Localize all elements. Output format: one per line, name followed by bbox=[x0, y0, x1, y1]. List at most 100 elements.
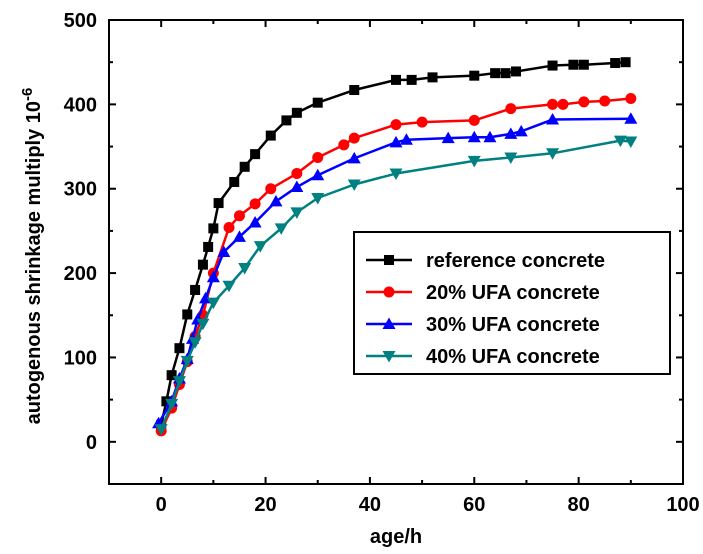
data-point bbox=[249, 198, 261, 210]
data-point bbox=[610, 58, 621, 69]
data-point bbox=[389, 135, 403, 148]
legend: reference concrete 20% UFA concrete 30% UF… bbox=[353, 231, 671, 375]
y-axis-title: autogenous shrinkage multiply 10-6 bbox=[19, 88, 45, 425]
data-point bbox=[599, 95, 611, 107]
legend-marker bbox=[384, 255, 394, 265]
data-point bbox=[557, 98, 569, 110]
data-point bbox=[208, 223, 219, 234]
data-point bbox=[161, 396, 172, 407]
data-point bbox=[206, 270, 220, 283]
data-point bbox=[546, 148, 560, 160]
data-point bbox=[222, 280, 236, 293]
x-tick-label: 60 bbox=[463, 494, 485, 516]
data-point bbox=[546, 113, 560, 125]
data-point bbox=[265, 183, 277, 195]
data-point bbox=[390, 119, 402, 131]
data-point bbox=[625, 92, 637, 104]
legend-item: 20% UFA concrete bbox=[366, 282, 600, 304]
data-point bbox=[312, 97, 323, 108]
data-point bbox=[265, 130, 276, 141]
data-point bbox=[223, 222, 235, 234]
y-axis-title-superscript: -6 bbox=[19, 88, 36, 101]
data-point bbox=[578, 96, 590, 108]
legend-label: 40% UFA concrete bbox=[426, 346, 600, 368]
data-point bbox=[166, 370, 177, 381]
data-point bbox=[238, 263, 252, 275]
data-point bbox=[416, 116, 428, 128]
data-point bbox=[504, 127, 518, 139]
data-point bbox=[500, 68, 511, 79]
legend-label: 20% UFA concrete bbox=[426, 282, 600, 304]
data-point bbox=[311, 168, 325, 181]
data-point bbox=[154, 424, 168, 436]
data-point bbox=[620, 57, 631, 68]
y-axis-title-text: autogenous shrinkage multiply 10 bbox=[23, 101, 45, 424]
data-point bbox=[348, 132, 360, 144]
data-point bbox=[188, 337, 202, 349]
data-point bbox=[391, 74, 401, 85]
data-point bbox=[203, 241, 214, 252]
data-point bbox=[239, 161, 250, 172]
data-point bbox=[389, 168, 403, 181]
x-tick-label: 0 bbox=[156, 494, 167, 516]
data-point bbox=[468, 114, 480, 126]
y-tick-label: 300 bbox=[64, 179, 97, 201]
data-point bbox=[174, 343, 185, 354]
data-point bbox=[165, 398, 179, 411]
data-point bbox=[467, 155, 481, 168]
data-point bbox=[291, 107, 302, 118]
data-point bbox=[182, 309, 193, 320]
y-axis: 0 100 200 300 400 500 bbox=[64, 10, 683, 485]
data-point bbox=[347, 179, 361, 192]
legend-marker bbox=[383, 286, 395, 298]
data-point bbox=[613, 135, 627, 148]
data-point bbox=[253, 241, 267, 253]
data-point bbox=[232, 230, 246, 242]
data-point bbox=[624, 136, 638, 148]
data-point bbox=[180, 355, 194, 368]
data-point bbox=[504, 152, 518, 165]
data-point bbox=[290, 207, 304, 219]
y-tick-label: 500 bbox=[64, 10, 97, 32]
data-point bbox=[568, 59, 579, 70]
data-point bbox=[213, 198, 224, 209]
data-point bbox=[511, 66, 522, 77]
data-point bbox=[290, 180, 304, 193]
data-point bbox=[578, 59, 589, 70]
data-point bbox=[469, 70, 480, 81]
x-tick-label: 100 bbox=[666, 494, 699, 516]
data-point bbox=[172, 376, 186, 388]
legend-marker bbox=[382, 317, 396, 329]
y-tick-label: 400 bbox=[64, 94, 97, 116]
data-point bbox=[441, 131, 455, 144]
legend-label: reference concrete bbox=[426, 250, 605, 272]
data-point bbox=[233, 210, 245, 222]
legend-label: 30% UFA concrete bbox=[426, 314, 600, 336]
data-point bbox=[624, 112, 638, 124]
data-point bbox=[269, 194, 283, 207]
legend-marker bbox=[382, 351, 396, 363]
data-point bbox=[274, 223, 288, 235]
data-point bbox=[281, 115, 292, 126]
x-tick-label: 40 bbox=[359, 494, 381, 516]
data-point bbox=[347, 151, 361, 164]
data-point bbox=[338, 139, 350, 151]
data-point bbox=[490, 68, 501, 79]
data-point bbox=[217, 245, 231, 257]
data-point bbox=[291, 168, 303, 180]
y-tick-label: 100 bbox=[64, 347, 97, 369]
data-point bbox=[399, 133, 413, 145]
data-point bbox=[467, 130, 481, 143]
y-tick-label: 0 bbox=[86, 432, 97, 454]
series-4 bbox=[154, 135, 638, 436]
data-point bbox=[547, 98, 559, 110]
x-axis: 0 20 40 60 80 100 bbox=[108, 20, 700, 516]
data-point bbox=[406, 74, 417, 85]
data-point bbox=[427, 72, 438, 83]
data-point bbox=[206, 297, 220, 310]
data-point bbox=[197, 259, 208, 270]
plot-area bbox=[152, 57, 638, 437]
data-point bbox=[248, 215, 262, 228]
data-point bbox=[196, 318, 210, 331]
